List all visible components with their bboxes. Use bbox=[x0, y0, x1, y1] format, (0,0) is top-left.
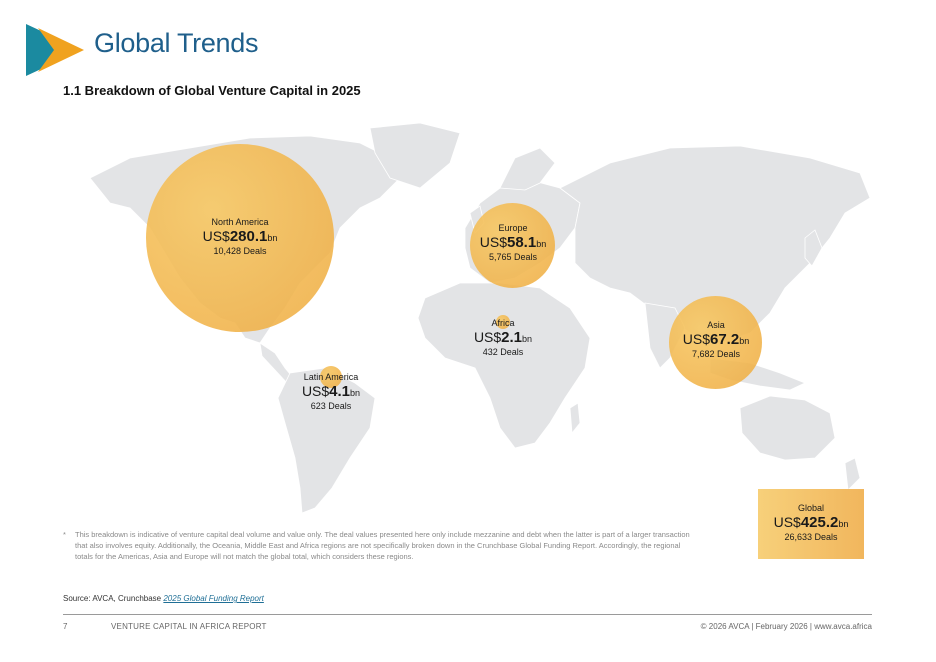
map-madagascar bbox=[569, 402, 581, 435]
region-value: US$67.2bn bbox=[682, 330, 750, 348]
region-deals: 432 Deals bbox=[482, 346, 524, 357]
bubble-africa bbox=[496, 315, 510, 329]
avca-logo-icon bbox=[26, 24, 84, 76]
region-value: US$425.2bn bbox=[773, 513, 849, 531]
region-name: Global bbox=[797, 503, 824, 513]
bubble-latin-america bbox=[320, 366, 342, 388]
region-label-latin-america: Latin America US$4.1bn 623 Deals bbox=[281, 372, 381, 412]
region-value: US$58.1bn bbox=[479, 233, 547, 251]
global-total-box bbox=[758, 489, 864, 559]
region-value: US$2.1bn bbox=[473, 328, 533, 346]
section-subtitle: 1.1 Breakdown of Global Venture Capital … bbox=[63, 83, 361, 98]
region-label-north-america: North America US$280.1bn 10,428 Deals bbox=[190, 217, 290, 257]
map-australia bbox=[739, 395, 836, 461]
region-deals: 26,633 Deals bbox=[784, 531, 838, 542]
region-deals: 623 Deals bbox=[310, 400, 352, 411]
region-label-europe: Europe US$58.1bn 5,765 Deals bbox=[463, 223, 563, 263]
map-new-zealand bbox=[844, 457, 861, 491]
map-asia bbox=[559, 145, 871, 344]
region-deals: 10,428 Deals bbox=[213, 245, 267, 256]
bubble-north-america bbox=[146, 144, 334, 332]
bubble-europe bbox=[470, 203, 555, 288]
source-line: Source: AVCA, Crunchbase 2025 Global Fun… bbox=[63, 594, 264, 603]
source-link[interactable]: 2025 Global Funding Report bbox=[163, 594, 264, 603]
footnote-marker: * bbox=[63, 530, 66, 539]
page-title: Global Trends bbox=[94, 28, 259, 58]
region-deals: 5,765 Deals bbox=[488, 251, 538, 262]
page-number: 7 bbox=[63, 622, 68, 631]
map-greenland bbox=[369, 122, 461, 189]
region-label-global: Global US$425.2bn 26,633 Deals bbox=[758, 503, 864, 543]
footnote-text: This breakdown is indicative of venture … bbox=[75, 530, 690, 561]
copyright: © 2026 AVCA | February 2026 | www.avca.a… bbox=[700, 622, 872, 631]
map-africa bbox=[417, 282, 591, 449]
region-name: Africa bbox=[491, 318, 515, 328]
map-south-america bbox=[277, 367, 376, 514]
region-deals: 7,682 Deals bbox=[691, 348, 741, 359]
region-name: North America bbox=[211, 217, 269, 227]
map-scandinavia bbox=[499, 147, 556, 191]
region-label-africa: Africa US$2.1bn 432 Deals bbox=[453, 318, 553, 358]
source-label: Source: AVCA, Crunchbase bbox=[63, 594, 164, 603]
region-label-asia: Asia US$67.2bn 7,682 Deals bbox=[666, 320, 766, 360]
region-value: US$280.1bn bbox=[202, 227, 278, 245]
bubble-asia bbox=[669, 296, 762, 389]
region-name: Europe bbox=[498, 223, 528, 233]
map-japan bbox=[804, 229, 823, 267]
region-name: Latin America bbox=[303, 372, 359, 382]
footer-divider bbox=[63, 614, 872, 615]
region-value: US$4.1bn bbox=[301, 382, 361, 400]
footnote: * This breakdown is indicative of ventur… bbox=[63, 530, 693, 563]
region-name: Asia bbox=[707, 320, 725, 330]
report-name: VENTURE CAPITAL IN AFRICA REPORT bbox=[111, 622, 267, 631]
